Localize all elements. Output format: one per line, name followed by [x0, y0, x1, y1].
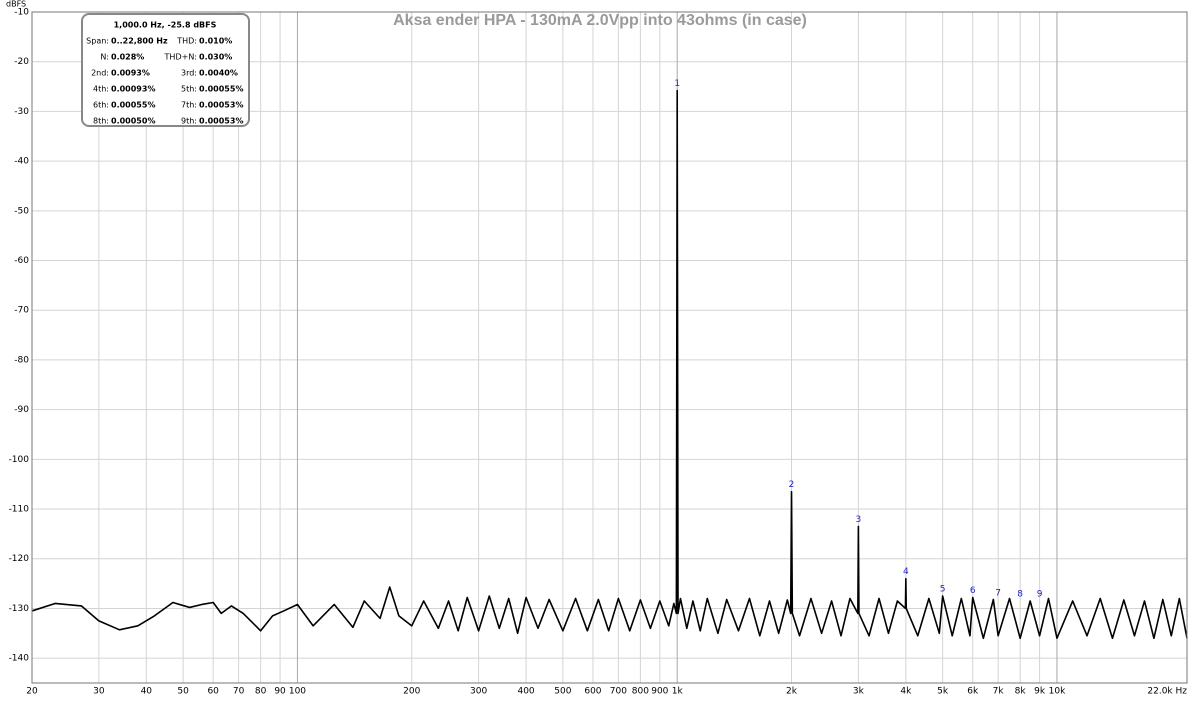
harmonic-marker: 5 — [940, 585, 946, 595]
plot-frame — [31, 11, 1188, 684]
y-tick-label: -130 — [9, 604, 30, 614]
y-tick-label: -100 — [9, 455, 30, 465]
harmonic-marker: 9 — [1037, 589, 1043, 599]
info-value: 0.028% — [111, 53, 144, 62]
trace-layer — [31, 89, 1188, 640]
info-value: 0.00050% — [111, 117, 155, 126]
info-label: N: — [100, 53, 109, 62]
x-tick-label: 600 — [584, 687, 601, 697]
harmonic-marker: 8 — [1017, 589, 1023, 599]
x-tick-label: 50 — [177, 687, 189, 697]
info-value: 0.010% — [199, 37, 232, 46]
x-tick-label: 90 — [274, 687, 286, 697]
chart-title: Aksa ender HPA - 130mA 2.0Vpp into 43ohm… — [393, 12, 807, 29]
x-tick-label: 100 — [289, 687, 306, 697]
info-label: Span: — [86, 37, 109, 46]
info-label: 4th: — [93, 85, 109, 94]
x-tick-label: 1k — [672, 687, 684, 697]
x-tick-label: 60 — [207, 687, 219, 697]
info-label: 3rd: — [181, 69, 197, 78]
x-tick-label: 8k — [1015, 687, 1027, 697]
x-tick-label: 6k — [967, 687, 979, 697]
harmonic-marker: 2 — [789, 480, 795, 490]
x-tick-label: 70 — [233, 687, 245, 697]
y-tick-label: -80 — [14, 355, 29, 365]
y-tick-label: -50 — [14, 206, 29, 216]
y-tick-label: -140 — [9, 654, 30, 664]
x-tick-label: 7k — [993, 687, 1005, 697]
x-tick-label: 9k — [1034, 687, 1046, 697]
harmonic-marker: 6 — [970, 586, 976, 596]
info-label: 2nd: — [91, 69, 109, 78]
info-value: 0..22,800 Hz — [111, 37, 168, 46]
x-tick-label: 5k — [937, 687, 949, 697]
info-label: THD+N: — [164, 53, 197, 62]
info-label: 6th: — [93, 101, 109, 110]
info-value: 0.00055% — [199, 85, 243, 94]
info-label: 7th: — [181, 101, 197, 110]
x-tick-label: 300 — [470, 687, 487, 697]
info-label: 9th: — [181, 117, 197, 126]
y-tick-label: -70 — [14, 306, 29, 316]
info-value: 0.0093% — [111, 69, 150, 78]
info-value: 0.0040% — [199, 69, 238, 78]
info-box-frame — [81, 13, 250, 127]
info-header: 1,000.0 Hz, -25.8 dBFS — [114, 21, 217, 30]
x-tick-label: 30 — [93, 687, 105, 697]
y-tick-label: -110 — [9, 505, 30, 515]
harmonic-marker: 1 — [674, 79, 680, 89]
info-label: 5th: — [181, 85, 197, 94]
y-tick-label: -40 — [14, 157, 29, 167]
harmonic-marker: 4 — [903, 567, 909, 577]
y-tick-label: -60 — [14, 256, 29, 266]
info-value: 0.00093% — [111, 85, 155, 94]
x-tick-label: 40 — [141, 687, 153, 697]
info-label: 8th: — [93, 117, 109, 126]
harmonic-marker: 7 — [995, 588, 1001, 598]
info-value: 0.030% — [199, 53, 232, 62]
x-tick-label: 22.0k Hz — [1147, 687, 1187, 697]
y-tick-label: -120 — [9, 554, 30, 564]
spectrum-line — [31, 89, 1188, 640]
x-tick-label: 80 — [255, 687, 267, 697]
x-tick-label: 10k — [1049, 687, 1066, 697]
y-tick-label: -20 — [14, 57, 29, 67]
x-tick-label: 2k — [786, 687, 798, 697]
x-tick-label: 700 — [610, 687, 627, 697]
x-tick-label: 4k — [900, 687, 912, 697]
info-value: 0.00055% — [111, 101, 155, 110]
info-label: THD: — [176, 37, 197, 46]
info-value: 0.00053% — [199, 117, 243, 126]
x-tick-label: 500 — [554, 687, 571, 697]
y-tick-label: -90 — [14, 405, 29, 415]
info-value: 0.00053% — [199, 101, 243, 110]
x-tick-label: 3k — [853, 687, 865, 697]
harmonic-marker: 3 — [856, 515, 862, 525]
y-axis-label: dBFS — [6, 0, 26, 9]
x-tick-label: 400 — [517, 687, 534, 697]
x-tick-label: 900 — [651, 687, 668, 697]
x-tick-label: 800 — [632, 687, 649, 697]
x-tick-label: 200 — [403, 687, 420, 697]
x-tick-label: 20 — [26, 687, 38, 697]
y-tick-label: -30 — [14, 107, 29, 117]
y-tick-label: -10 — [14, 8, 29, 18]
info-box: 1,000.0 Hz, -25.8 dBFS Span: 0..22,800 Hz… — [81, 13, 250, 127]
